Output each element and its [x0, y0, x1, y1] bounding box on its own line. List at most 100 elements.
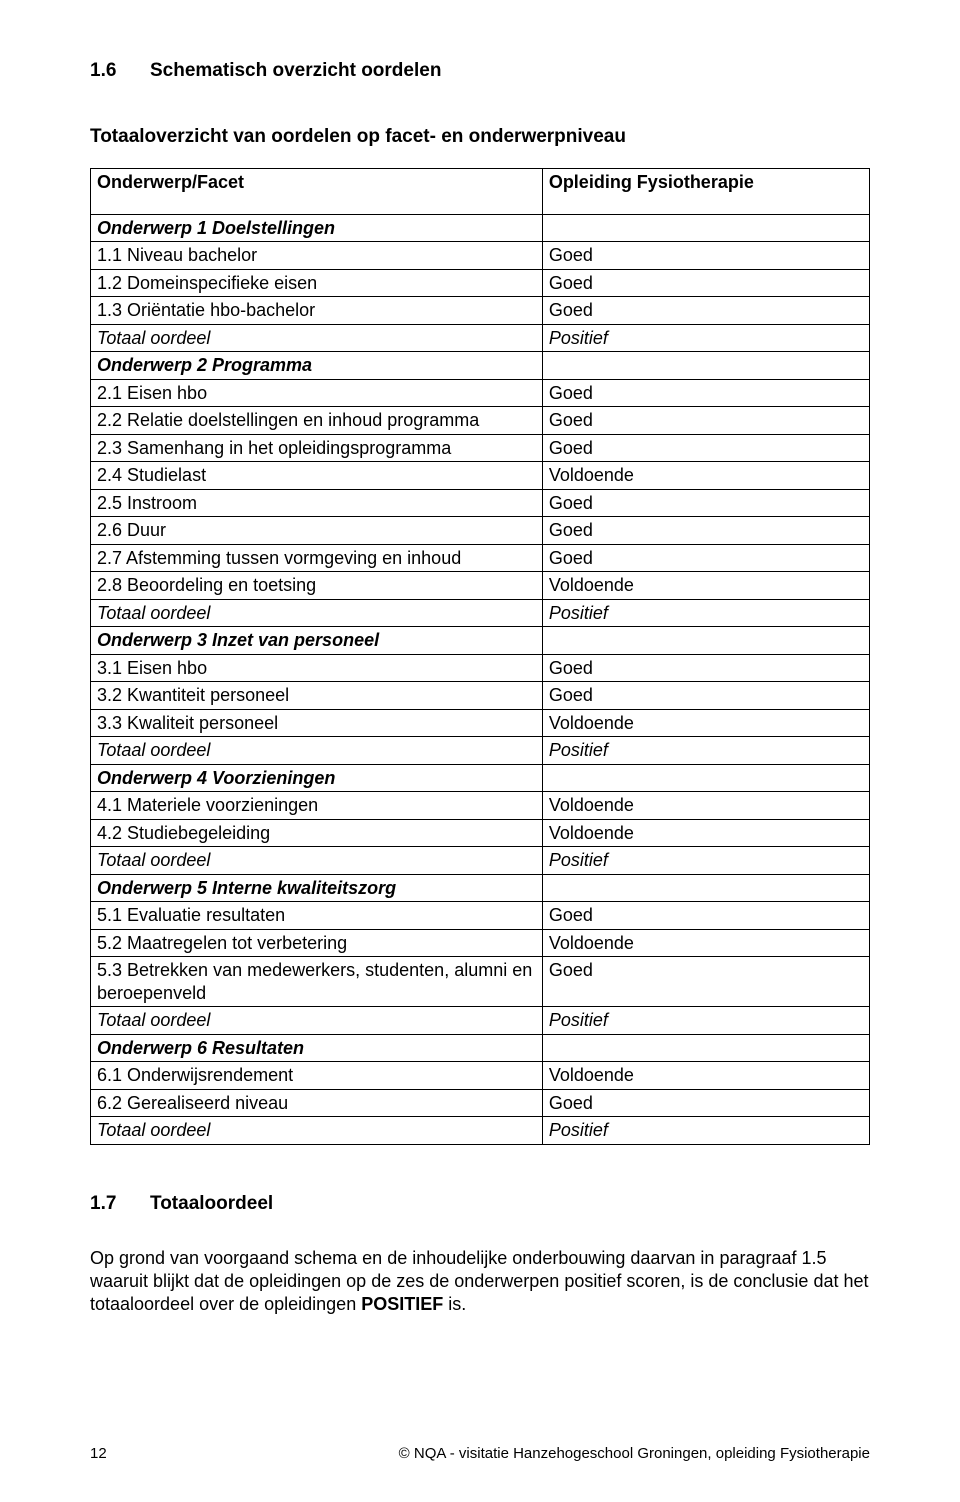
table-row: 6.1 OnderwijsrendementVoldoende: [91, 1062, 870, 1090]
table-row: Onderwerp 4 Voorzieningen: [91, 764, 870, 792]
table-row: 2.8 Beoordeling en toetsingVoldoende: [91, 572, 870, 600]
table-cell-onderwerp: Totaal oordeel: [91, 1117, 543, 1145]
table-cell-opleiding: Voldoende: [542, 929, 869, 957]
table-cell-onderwerp: Onderwerp 2 Programma: [91, 352, 543, 380]
table-cell-onderwerp: Onderwerp/Facet: [91, 169, 543, 215]
positief-word: POSITIEF: [361, 1294, 443, 1314]
table-row: 5.3 Betrekken van medewerkers, studenten…: [91, 957, 870, 1007]
section-1-7-heading: 1.7Totaaloordeel: [90, 1193, 870, 1215]
table-row: Onderwerp/FacetOpleiding Fysiotherapie: [91, 169, 870, 215]
table-cell-onderwerp: 2.4 Studielast: [91, 462, 543, 490]
table-row: Onderwerp 2 Programma: [91, 352, 870, 380]
oordelen-table: Onderwerp/FacetOpleiding FysiotherapieOn…: [90, 168, 870, 1145]
table-cell-opleiding: Goed: [542, 902, 869, 930]
table-row: Onderwerp 6 Resultaten: [91, 1034, 870, 1062]
table-row: 3.1 Eisen hboGoed: [91, 654, 870, 682]
section-number: 1.7: [90, 1193, 150, 1215]
conclusion-paragraph: Op grond van voorgaand schema en de inho…: [90, 1247, 870, 1317]
table-cell-onderwerp: Totaal oordeel: [91, 324, 543, 352]
table-cell-onderwerp: 5.2 Maatregelen tot verbetering: [91, 929, 543, 957]
table-row: 2.7 Afstemming tussen vormgeving en inho…: [91, 544, 870, 572]
table-cell-opleiding: Positief: [542, 847, 869, 875]
table-cell-opleiding: Goed: [542, 957, 869, 1007]
table-cell-onderwerp: 1.2 Domeinspecifieke eisen: [91, 269, 543, 297]
table-cell-onderwerp: 2.2 Relatie doelstellingen en inhoud pro…: [91, 407, 543, 435]
table-cell-opleiding: Voldoende: [542, 709, 869, 737]
section-number: 1.6: [90, 60, 150, 82]
table-row: 4.1 Materiele voorzieningenVoldoende: [91, 792, 870, 820]
table-cell-onderwerp: Onderwerp 3 Inzet van personeel: [91, 627, 543, 655]
table-cell-opleiding: [542, 874, 869, 902]
table-row: 4.2 StudiebegeleidingVoldoende: [91, 819, 870, 847]
table-cell-opleiding: Goed: [542, 654, 869, 682]
table-cell-onderwerp: Onderwerp 6 Resultaten: [91, 1034, 543, 1062]
table-cell-opleiding: Goed: [542, 489, 869, 517]
table-cell-onderwerp: 3.2 Kwantiteit personeel: [91, 682, 543, 710]
table-row: 2.2 Relatie doelstellingen en inhoud pro…: [91, 407, 870, 435]
table-row: Totaal oordeelPositief: [91, 737, 870, 765]
table-cell-onderwerp: 2.6 Duur: [91, 517, 543, 545]
table-cell-opleiding: Goed: [542, 379, 869, 407]
table-cell-onderwerp: 2.5 Instroom: [91, 489, 543, 517]
table-cell-opleiding: Voldoende: [542, 572, 869, 600]
table-cell-opleiding: Goed: [542, 434, 869, 462]
table-cell-opleiding: Positief: [542, 324, 869, 352]
page-footer: 12 © NQA - visitatie Hanzehogeschool Gro…: [90, 1445, 870, 1462]
table-cell-opleiding: Goed: [542, 269, 869, 297]
table-cell-opleiding: Positief: [542, 737, 869, 765]
table-cell-opleiding: [542, 214, 869, 242]
table-cell-onderwerp: Onderwerp 5 Interne kwaliteitszorg: [91, 874, 543, 902]
table-row: 1.2 Domeinspecifieke eisenGoed: [91, 269, 870, 297]
section-1-6-heading: 1.6Schematisch overzicht oordelen: [90, 60, 870, 82]
table-row: 1.3 Oriëntatie hbo-bachelorGoed: [91, 297, 870, 325]
table-row: 6.2 Gerealiseerd niveauGoed: [91, 1089, 870, 1117]
table-row: 2.5 InstroomGoed: [91, 489, 870, 517]
table-cell-onderwerp: 2.8 Beoordeling en toetsing: [91, 572, 543, 600]
table-cell-onderwerp: 6.2 Gerealiseerd niveau: [91, 1089, 543, 1117]
table-cell-opleiding: [542, 627, 869, 655]
table-cell-opleiding: Goed: [542, 297, 869, 325]
table-cell-onderwerp: Totaal oordeel: [91, 1007, 543, 1035]
table-cell-onderwerp: 6.1 Onderwijsrendement: [91, 1062, 543, 1090]
table-row: 3.3 Kwaliteit personeelVoldoende: [91, 709, 870, 737]
table-row: Totaal oordeelPositief: [91, 1117, 870, 1145]
table-cell-onderwerp: 2.1 Eisen hbo: [91, 379, 543, 407]
table-cell-onderwerp: 4.1 Materiele voorzieningen: [91, 792, 543, 820]
table-cell-onderwerp: 1.3 Oriëntatie hbo-bachelor: [91, 297, 543, 325]
table-cell-onderwerp: Totaal oordeel: [91, 737, 543, 765]
table-row: 5.2 Maatregelen tot verbeteringVoldoende: [91, 929, 870, 957]
table-cell-onderwerp: Totaal oordeel: [91, 847, 543, 875]
table-row: 5.1 Evaluatie resultatenGoed: [91, 902, 870, 930]
table-cell-opleiding: [542, 1034, 869, 1062]
table-cell-opleiding: Goed: [542, 1089, 869, 1117]
table-row: Totaal oordeelPositief: [91, 1007, 870, 1035]
table-row: Onderwerp 5 Interne kwaliteitszorg: [91, 874, 870, 902]
table-cell-opleiding: Goed: [542, 682, 869, 710]
table-cell-onderwerp: 4.2 Studiebegeleiding: [91, 819, 543, 847]
table-cell-onderwerp: 2.3 Samenhang in het opleidingsprogramma: [91, 434, 543, 462]
table-cell-opleiding: Voldoende: [542, 792, 869, 820]
paragraph-text: Op grond van voorgaand schema en de inho…: [90, 1248, 869, 1315]
page-container: 1.6Schematisch overzicht oordelen Totaal…: [0, 0, 960, 1502]
paragraph-after: is.: [443, 1294, 466, 1314]
table-cell-onderwerp: Onderwerp 4 Voorzieningen: [91, 764, 543, 792]
table-cell-onderwerp: 5.1 Evaluatie resultaten: [91, 902, 543, 930]
table-cell-opleiding: Positief: [542, 599, 869, 627]
table-cell-onderwerp: 2.7 Afstemming tussen vormgeving en inho…: [91, 544, 543, 572]
table-cell-onderwerp: Onderwerp 1 Doelstellingen: [91, 214, 543, 242]
table-cell-onderwerp: 5.3 Betrekken van medewerkers, studenten…: [91, 957, 543, 1007]
section-title: Totaaloordeel: [150, 1193, 273, 1214]
table-cell-onderwerp: 1.1 Niveau bachelor: [91, 242, 543, 270]
table-cell-opleiding: Positief: [542, 1007, 869, 1035]
table-row: Onderwerp 3 Inzet van personeel: [91, 627, 870, 655]
section-title: Schematisch overzicht oordelen: [150, 60, 441, 81]
table-cell-opleiding: Voldoende: [542, 819, 869, 847]
table-row: Totaal oordeelPositief: [91, 324, 870, 352]
table-cell-opleiding: Voldoende: [542, 462, 869, 490]
table-row: Totaal oordeelPositief: [91, 599, 870, 627]
table-cell-onderwerp: 3.1 Eisen hbo: [91, 654, 543, 682]
table-cell-onderwerp: 3.3 Kwaliteit personeel: [91, 709, 543, 737]
table-row: 3.2 Kwantiteit personeelGoed: [91, 682, 870, 710]
footer-text: © NQA - visitatie Hanzehogeschool Gronin…: [399, 1445, 870, 1462]
table-cell-opleiding: [542, 352, 869, 380]
